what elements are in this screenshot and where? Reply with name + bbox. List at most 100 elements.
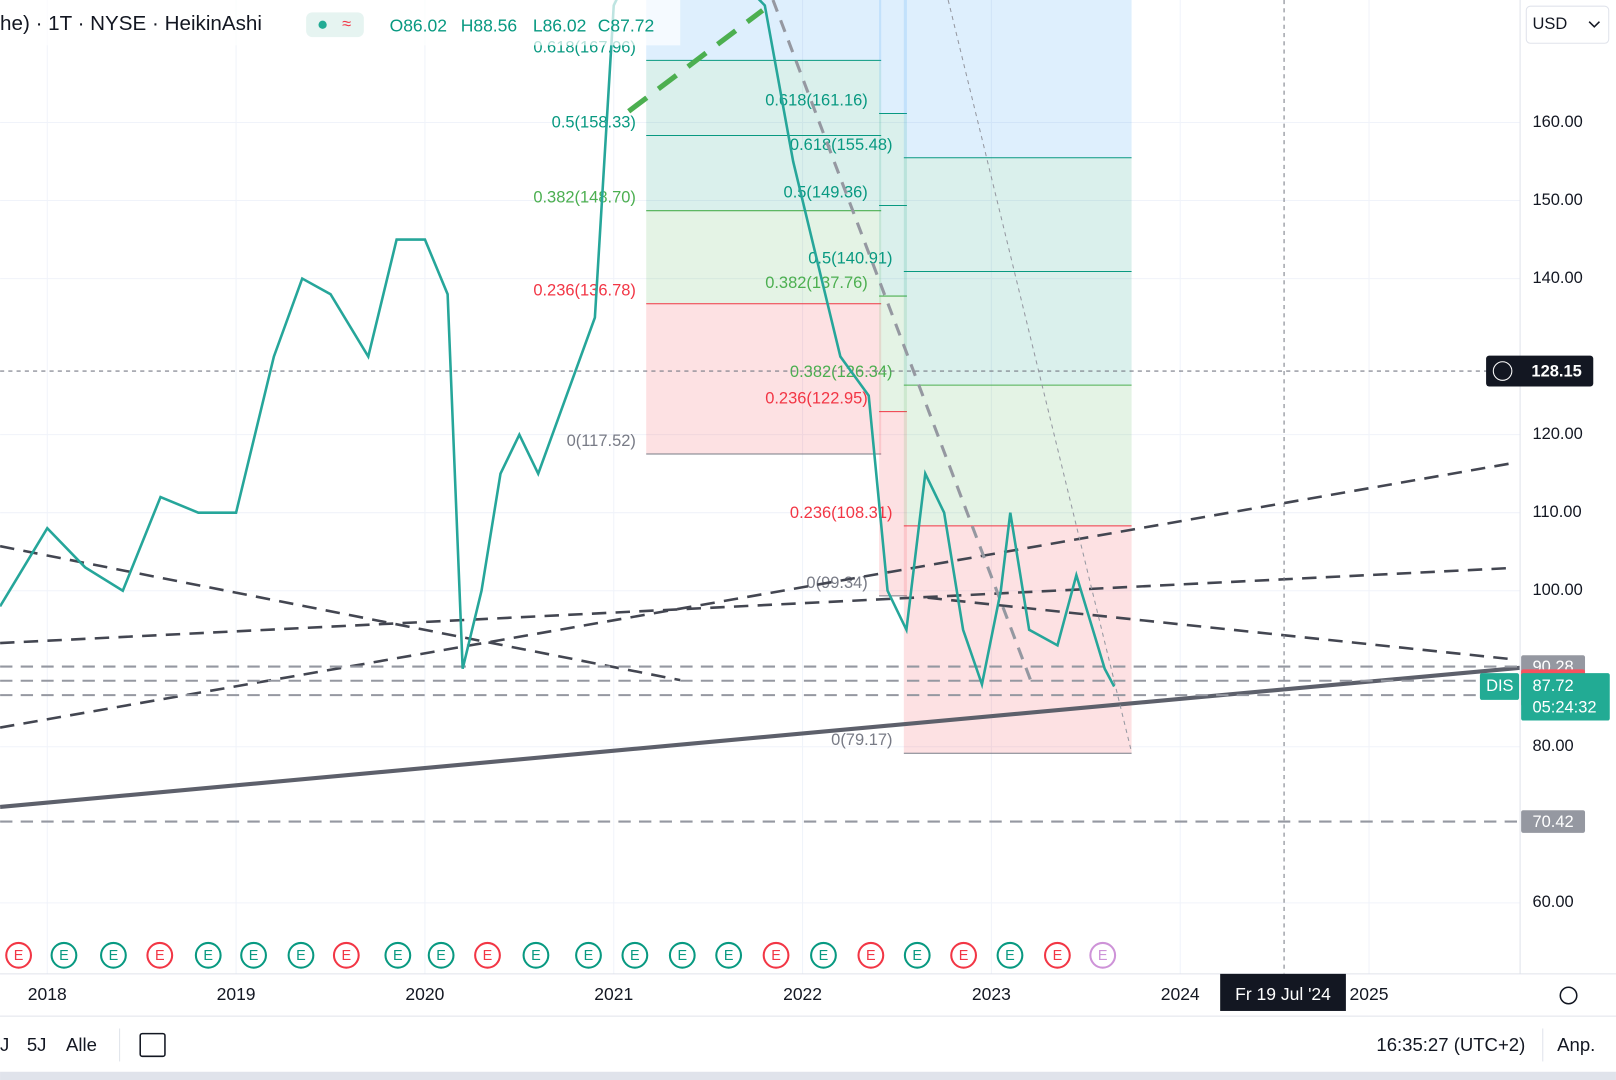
price-tag bbox=[1521, 810, 1586, 833]
earnings-label: E bbox=[155, 948, 165, 964]
earnings-marker[interactable] bbox=[810, 941, 837, 969]
fib-label: 0.236(108.31) bbox=[790, 504, 893, 522]
fib-label: 0.5(149.36) bbox=[784, 184, 868, 202]
dropdown-icon bbox=[1588, 21, 1600, 28]
earnings-label: E bbox=[584, 948, 594, 964]
earnings-marker[interactable] bbox=[384, 941, 412, 969]
add-alert[interactable] bbox=[1492, 361, 1513, 381]
adjust-button[interactable]: Anp. bbox=[1557, 1034, 1595, 1055]
earnings-label: E bbox=[1098, 948, 1108, 964]
earnings-marker[interactable] bbox=[715, 941, 743, 969]
fib-label: 0.236(136.78) bbox=[533, 282, 636, 300]
fib-label: 0.382(126.34) bbox=[790, 363, 893, 381]
fib-label: 0(99.34) bbox=[806, 574, 867, 592]
earnings-marker[interactable] bbox=[474, 941, 501, 969]
earnings-marker[interactable] bbox=[194, 941, 222, 969]
earnings-marker[interactable] bbox=[996, 941, 1024, 969]
y-tick-label: 110.00 bbox=[1532, 503, 1581, 521]
fib-label: 0.618(161.16) bbox=[765, 91, 868, 109]
earnings-label: E bbox=[14, 948, 24, 964]
earnings-label: E bbox=[1053, 948, 1063, 964]
fib-zone bbox=[646, 303, 882, 454]
earnings-marker[interactable] bbox=[427, 941, 455, 969]
earnings-label: E bbox=[436, 948, 446, 964]
x-tick-label: 2025 bbox=[1350, 984, 1389, 1004]
earnings-marker[interactable] bbox=[621, 941, 649, 969]
fib-zone bbox=[646, 0, 882, 61]
fib-label: 0.5(140.91) bbox=[808, 249, 892, 267]
fib-zone bbox=[903, 271, 1132, 386]
earnings-label: E bbox=[249, 948, 259, 964]
earnings-marker[interactable] bbox=[575, 941, 602, 969]
crosshair-price-bg bbox=[1486, 355, 1594, 387]
ohlc-value: C87.72 bbox=[598, 15, 654, 35]
fib-zone bbox=[879, 411, 907, 596]
fib-zone bbox=[646, 135, 882, 211]
x-tick-label: 2019 bbox=[217, 984, 256, 1004]
earnings-label: E bbox=[959, 948, 969, 964]
earnings-marker[interactable] bbox=[287, 941, 315, 969]
crosshair-date: Fr 19 Jul '24 bbox=[1235, 984, 1331, 1004]
y-tick-label: 100.00 bbox=[1532, 581, 1582, 599]
fib-zone bbox=[879, 296, 907, 412]
ohlc-value: L86.02 bbox=[533, 15, 587, 35]
price-tag-label: 70.42 bbox=[1532, 813, 1573, 831]
earnings-marker[interactable] bbox=[857, 941, 885, 969]
range-button[interactable]: Alle bbox=[66, 1034, 97, 1055]
currency-button[interactable] bbox=[1525, 5, 1610, 44]
earnings-marker[interactable] bbox=[146, 941, 174, 969]
calendar-icon[interactable] bbox=[139, 1032, 166, 1058]
y-tick-label: 160.00 bbox=[1532, 113, 1582, 131]
trend-line bbox=[947, 0, 1133, 753]
earnings-label: E bbox=[724, 948, 734, 964]
earnings-marker[interactable] bbox=[762, 941, 790, 969]
price-line-series bbox=[0, 0, 1116, 690]
x-tick-label: 2020 bbox=[405, 984, 444, 1004]
range-button[interactable]: 5J bbox=[27, 1034, 47, 1055]
fib-zone bbox=[903, 157, 1132, 272]
earnings-marker[interactable] bbox=[240, 941, 267, 969]
earnings-label: E bbox=[866, 948, 876, 964]
fib-zone bbox=[903, 0, 1132, 158]
earnings-label: E bbox=[771, 948, 781, 964]
trend-line bbox=[0, 665, 1521, 809]
earnings-marker[interactable] bbox=[522, 941, 550, 969]
earnings-label: E bbox=[109, 948, 119, 964]
crosshair-price: 128.15 bbox=[1531, 362, 1581, 380]
x-tick-label: 2018 bbox=[28, 984, 67, 1004]
y-tick-label: 80.00 bbox=[1532, 737, 1573, 755]
earnings-marker[interactable] bbox=[50, 941, 78, 969]
x-tick-label: 2021 bbox=[594, 984, 633, 1004]
earnings-label: E bbox=[203, 948, 213, 964]
earnings-marker[interactable] bbox=[100, 941, 127, 969]
fib-label: 0.382(148.70) bbox=[533, 189, 636, 207]
earnings-marker[interactable] bbox=[668, 941, 696, 969]
status-badge bbox=[306, 12, 364, 38]
ohlc-value: O86.02 bbox=[390, 15, 447, 35]
fib-label: 0.618(155.48) bbox=[790, 136, 893, 154]
x-tick-label: 2024 bbox=[1161, 984, 1200, 1004]
earnings-label: E bbox=[342, 948, 352, 964]
earnings-marker[interactable] bbox=[1089, 941, 1117, 969]
earnings-label: E bbox=[630, 948, 640, 964]
earnings-label: E bbox=[393, 948, 403, 964]
earnings-marker[interactable] bbox=[950, 941, 978, 969]
currency[interactable]: USD bbox=[1532, 15, 1567, 33]
status-dot bbox=[318, 20, 327, 29]
y-tick-label: 120.00 bbox=[1532, 425, 1582, 443]
earnings-label: E bbox=[483, 948, 493, 964]
earnings-label: E bbox=[1005, 948, 1015, 964]
earnings-marker[interactable] bbox=[332, 941, 360, 969]
fib-label: 0.382(137.76) bbox=[765, 274, 868, 292]
earnings-marker[interactable] bbox=[5, 941, 33, 969]
earnings-label: E bbox=[819, 948, 829, 964]
earnings-marker[interactable] bbox=[903, 941, 931, 969]
fib-zone bbox=[879, 0, 907, 114]
clock: 16:35:27 (UTC+2) bbox=[1376, 1034, 1525, 1055]
fib-label: 0.5(158.33) bbox=[552, 114, 636, 132]
range-button[interactable]: J bbox=[0, 1034, 9, 1055]
fib-label: 0(79.17) bbox=[831, 731, 892, 749]
earnings-marker[interactable] bbox=[1043, 941, 1071, 969]
settings-icon[interactable] bbox=[1559, 986, 1578, 1005]
